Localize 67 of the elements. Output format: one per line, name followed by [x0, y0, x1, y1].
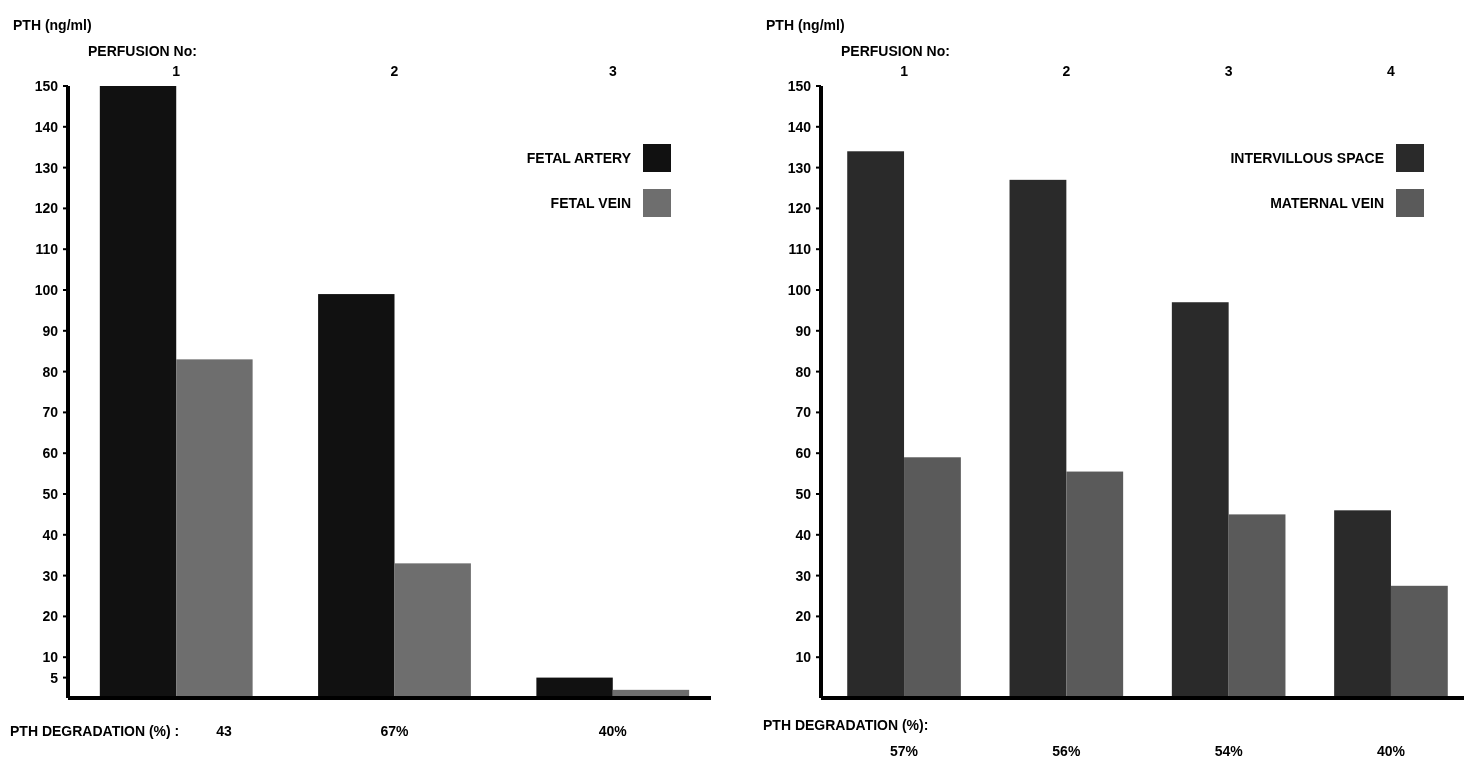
y-tick-label: 60	[795, 445, 812, 462]
y-tick-label: 150	[787, 77, 812, 94]
y-tick-label: 70	[42, 404, 59, 421]
y-tick-label: 80	[42, 363, 59, 380]
y-tick-label: 100	[787, 281, 812, 298]
text: 56%	[1052, 743, 1081, 759]
y-axis-title: PTH (ng/ml)	[13, 17, 92, 33]
text: 40%	[1376, 743, 1406, 759]
y-tick-label: 50	[42, 485, 59, 502]
y-tick-label: 10	[42, 649, 59, 666]
x-tick-label: 1	[172, 63, 181, 79]
x-axis-title: PERFUSION No:	[88, 43, 197, 59]
y-tick-label: 50	[795, 485, 812, 502]
text: 54%	[1214, 743, 1244, 759]
bar	[1390, 585, 1448, 698]
x-tick-label: 2	[390, 63, 399, 79]
y-tick-label: 100	[34, 281, 59, 298]
bar	[1228, 514, 1286, 698]
y-axis-title: PTH (ng/ml)	[766, 17, 845, 33]
legend-label: FETAL ARTERY	[526, 149, 632, 166]
x-tick-label: 1	[900, 63, 909, 79]
y-tick-label: 5	[50, 669, 59, 686]
y-tick-label: 60	[42, 445, 59, 462]
x-axis-title: PERFUSION No:	[841, 43, 950, 59]
y-tick-label: 20	[795, 608, 812, 625]
y-tick-label: 120	[34, 200, 59, 217]
y-tick-label: 130	[787, 159, 812, 176]
x-tick-label: 4	[1387, 63, 1396, 79]
legend-label: FETAL VEIN	[550, 194, 631, 211]
y-tick-label: 130	[34, 159, 59, 176]
text: 43	[216, 723, 232, 739]
legend-label: INTERVILLOUS SPACE	[1230, 149, 1384, 166]
legend-label: MATERNAL VEIN	[1270, 194, 1384, 211]
y-tick-label: 30	[795, 567, 812, 584]
bar	[1066, 471, 1124, 698]
bar	[99, 86, 177, 698]
y-tick-label: 10	[795, 649, 812, 666]
y-tick-label: 90	[795, 322, 812, 339]
x-tick-label: 2	[1062, 63, 1071, 79]
bar	[847, 151, 905, 698]
bar	[318, 294, 395, 698]
text: 67%	[380, 723, 410, 739]
y-tick-label: 150	[34, 77, 59, 94]
y-tick-label: 40	[42, 526, 59, 543]
bar	[904, 457, 961, 698]
y-tick-label: 140	[34, 118, 59, 135]
text: 57%	[890, 743, 919, 759]
y-tick-label: 70	[795, 404, 812, 421]
text: 40%	[598, 723, 628, 739]
x-tick-label: 3	[608, 63, 617, 79]
y-tick-label: 110	[35, 241, 59, 258]
y-tick-label: 120	[787, 200, 812, 217]
y-tick-label: 110	[788, 241, 812, 258]
y-tick-label: 40	[795, 526, 812, 543]
y-tick-label: 140	[787, 118, 812, 135]
bar	[394, 563, 471, 698]
bar	[1171, 302, 1229, 698]
bar	[1334, 510, 1391, 698]
text: PTH DEGRADATION (%) :	[10, 723, 180, 739]
x-tick-label: 3	[1224, 63, 1233, 79]
bar	[1009, 179, 1067, 698]
y-tick-label: 20	[42, 608, 59, 625]
y-tick-label: 90	[42, 322, 59, 339]
y-tick-label: 80	[795, 363, 812, 380]
y-tick-label: 30	[42, 567, 59, 584]
bar	[176, 359, 253, 698]
text: PTH DEGRADATION (%):	[763, 717, 929, 733]
